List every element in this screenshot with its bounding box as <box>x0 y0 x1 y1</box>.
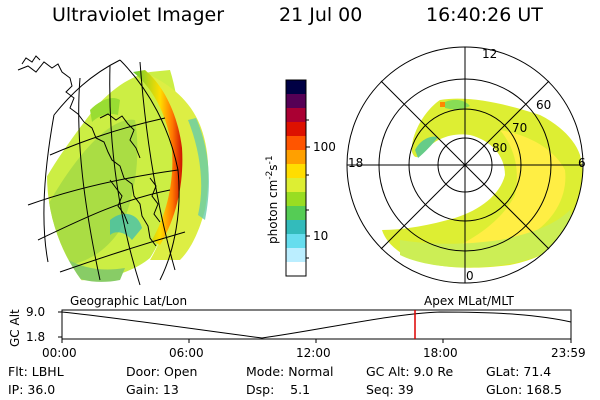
timeline-xtick: 23:59 <box>551 346 586 360</box>
colorbar-strip <box>286 192 306 207</box>
colorbar-strip <box>286 94 306 109</box>
colorbar-strip <box>286 108 306 123</box>
colorbar-strip <box>286 164 306 179</box>
info-dsp: Dsp: 5.1 <box>246 382 311 397</box>
info-door: Door: Open <box>126 364 198 379</box>
altitude-timeline <box>58 309 572 343</box>
mlt-label-6: 6 <box>578 156 586 170</box>
colorbar-strip <box>286 206 306 221</box>
info-filter: Flt: LBHL <box>8 364 64 379</box>
colorbar-strip <box>286 80 306 95</box>
polar-image <box>346 46 584 284</box>
observation-time: 16:40:26 UT <box>426 4 543 26</box>
info-mode: Mode: Normal <box>246 364 334 379</box>
colorbar-strip <box>286 178 306 193</box>
timeline-xtick: 06:00 <box>169 346 204 360</box>
colorbar-strip <box>286 136 306 151</box>
timeline-xtick: 00:00 <box>42 346 77 360</box>
mlat-label-70: 70 <box>512 121 528 135</box>
timeline-ytick-top: 9.0 <box>26 305 46 319</box>
timeline-ytick-bottom: 1.8 <box>26 330 46 344</box>
colorbar-strip <box>286 262 306 277</box>
colorbar-strip <box>286 220 306 235</box>
colorbar-strip <box>286 122 306 137</box>
timeline-ylabel: GC Alt <box>8 309 22 347</box>
geographic-image <box>17 55 209 286</box>
apex-caption: Apex MLat/MLT <box>424 294 514 308</box>
colorbar-tick-10: 10 <box>313 229 329 243</box>
colorbar-unit-label: photon cm-2s-1 <box>265 155 280 244</box>
info-seq: Seq: 39 <box>366 382 414 397</box>
mlat-label-60: 60 <box>536 98 552 112</box>
info-ip: IP: 36.0 <box>8 382 56 397</box>
info-gain: Gain: 13 <box>126 382 179 397</box>
timeline-xtick: 18:00 <box>423 346 458 360</box>
instrument-title: Ultraviolet Imager <box>52 4 225 26</box>
colorbar-strip <box>286 150 306 165</box>
info-glon: GLon: 168.5 <box>486 382 562 397</box>
colorbar-strip <box>286 248 306 263</box>
altitude-curve <box>61 311 572 339</box>
colorbar <box>285 79 310 277</box>
mlat-label-80: 80 <box>492 141 508 155</box>
observation-date: 21 Jul 00 <box>279 4 363 26</box>
colorbar-strip <box>286 234 306 249</box>
colorbar-tick-100: 100 <box>313 140 336 154</box>
mlt-label-12: 12 <box>482 47 498 61</box>
auroral-arc <box>133 70 183 245</box>
geographic-caption: Geographic Lat/Lon <box>70 294 188 308</box>
info-glat: GLat: 71.4 <box>486 364 552 379</box>
timeline-xtick: 12:00 <box>296 346 331 360</box>
info-gc-alt: GC Alt: 9.0 Re <box>366 364 454 379</box>
mlt-label-0: 0 <box>466 269 474 283</box>
mlt-label-18: 18 <box>348 156 364 170</box>
